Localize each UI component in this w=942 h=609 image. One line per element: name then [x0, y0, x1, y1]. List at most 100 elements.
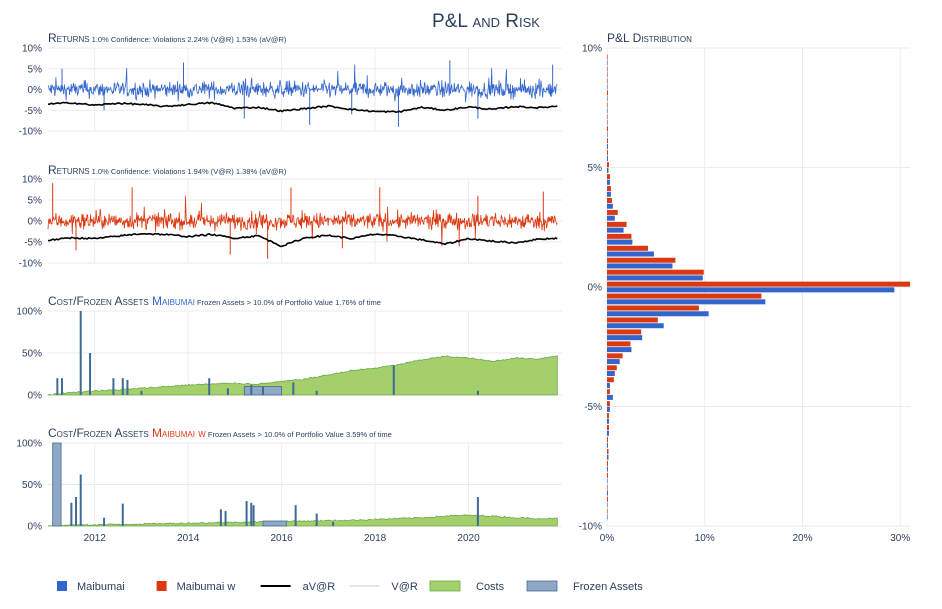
dist-bar-maibumai — [607, 299, 766, 305]
y-tick-label: -5% — [24, 106, 42, 117]
dist-bar-maibumai-w — [607, 114, 608, 120]
dist-bar-maibumai — [607, 514, 608, 520]
legend-swatch — [156, 581, 167, 591]
panel-title-sub: 1.0% Confidence: Violations 1.94% (V@R) … — [90, 167, 287, 176]
dist-bar-maibumai — [607, 406, 610, 412]
y-tick-label: 0% — [28, 217, 43, 228]
dist-y-tick-label: -5% — [584, 402, 602, 413]
frozen-assets-bar — [89, 353, 92, 395]
legend-label: aV@R — [303, 581, 336, 593]
y-tick-label: 50% — [22, 349, 42, 360]
dist-bar-maibumai-w — [607, 436, 608, 442]
dist-bar-maibumai — [607, 108, 608, 114]
frozen-assets-bar — [121, 378, 124, 395]
legend-label: Frozen Assets — [573, 581, 643, 593]
panel-title-name: Maibumai — [149, 294, 195, 308]
frozen-assets-bar — [79, 474, 82, 526]
legend-item: aV@R — [260, 581, 336, 593]
legend-label: V@R — [391, 581, 418, 593]
panel-title-main: Cost/Frozen Assets — [48, 426, 149, 440]
frozen-assets-bar — [250, 502, 253, 526]
legend-item: Frozen Assets — [526, 580, 643, 593]
dist-bar-maibumai-w — [607, 269, 704, 275]
dist-bar-maibumai — [607, 191, 611, 197]
dist-x-tick-label: 10% — [695, 533, 715, 544]
dist-x-tick-label: 20% — [792, 533, 812, 544]
legend-fill-swatch — [526, 580, 558, 592]
y-tick-label: 0% — [28, 85, 43, 96]
dist-bar-maibumai — [607, 227, 624, 233]
dist-bar-maibumai-w — [607, 305, 699, 311]
y-tick-label: 50% — [22, 480, 42, 491]
dist-bar-maibumai — [607, 311, 709, 317]
panel-cost2: Cost/Frozen Assets Maibumai w Frozen Ass… — [16, 426, 562, 544]
dist-bar-maibumai — [607, 490, 608, 496]
x-tick-label: 2020 — [457, 533, 480, 544]
legend-item: Costs — [429, 580, 505, 593]
x-tick-label: 2018 — [364, 533, 387, 544]
y-tick-label: 0% — [28, 522, 43, 533]
legend-label: Maibumai — [77, 581, 125, 593]
dist-bar-maibumai-w — [607, 186, 611, 192]
x-tick-label: 2012 — [84, 533, 107, 544]
dist-bar-maibumai-w — [607, 484, 608, 490]
dist-bar-maibumai-w — [607, 329, 642, 335]
frozen-assets-bar — [226, 388, 229, 395]
dist-bar-maibumai — [607, 287, 895, 293]
legend-label: Maibumai w — [177, 581, 236, 593]
dist-bar-maibumai — [607, 442, 608, 448]
dist-bar-maibumai — [607, 143, 608, 149]
dist-bar-maibumai — [607, 466, 608, 472]
dist-bar-maibumai — [607, 120, 608, 126]
dist-bar-maibumai — [607, 275, 703, 281]
legend-label: Costs — [476, 581, 505, 593]
frozen-assets-bar — [315, 390, 318, 395]
y-tick-label: 5% — [28, 196, 43, 207]
dist-bar-maibumai — [607, 251, 654, 257]
avar-line — [47, 232, 558, 248]
dist-bar-maibumai-w — [607, 508, 608, 514]
dist-bar-maibumai — [607, 323, 664, 329]
frozen-assets-bar — [332, 521, 335, 526]
frozen-assets-bar — [61, 378, 64, 395]
frozen-assets-bar — [250, 384, 253, 395]
dist-bar-maibumai-w — [607, 293, 762, 299]
y-tick-label: -5% — [24, 238, 42, 249]
dist-bar-maibumai — [607, 155, 608, 161]
frozen-assets-bar — [245, 501, 248, 526]
y-tick-label: 100% — [16, 307, 42, 318]
dist-bar-maibumai — [607, 263, 673, 269]
dist-bar-maibumai-w — [607, 448, 609, 454]
dist-bar-maibumai — [607, 179, 610, 185]
costs-area — [47, 355, 558, 396]
costs-area — [47, 514, 558, 527]
dist-bar-maibumai-w — [607, 413, 609, 419]
panel-title-sub: 1.0% Confidence: Violations 2.24% (V@R) … — [90, 35, 287, 44]
dist-bar-maibumai — [607, 454, 609, 460]
dist-bar-maibumai — [607, 60, 608, 66]
frozen-assets-bar — [252, 505, 255, 526]
frozen-assets-bar — [56, 378, 59, 395]
dist-y-tick-label: 5% — [588, 163, 603, 174]
frozen-assets-bar — [126, 379, 129, 395]
panel-title-main: Returns — [48, 163, 90, 177]
dist-x-tick-label: 0% — [600, 533, 615, 544]
dist-bar-maibumai-w — [607, 66, 608, 72]
frozen-assets-bar — [75, 496, 78, 526]
distribution-title: P&L Distribution — [607, 31, 692, 45]
dist-bar-maibumai-w — [607, 496, 608, 502]
dist-bar-maibumai-w — [607, 126, 608, 132]
frozen-assets-block — [262, 520, 287, 527]
x-tick-label: 2014 — [177, 533, 200, 544]
frozen-assets-bar — [70, 502, 73, 526]
dist-bar-maibumai-w — [607, 377, 614, 383]
panel-returns1: Returns 1.0% Confidence: Violations 2.24… — [19, 31, 562, 138]
dist-bar-maibumai — [607, 239, 633, 245]
frozen-assets-bar — [208, 378, 211, 395]
dist-bar-maibumai-w — [607, 54, 608, 60]
frozen-assets-bar — [392, 365, 395, 395]
frozen-assets-bar — [294, 505, 297, 526]
dist-bar-maibumai-w — [607, 90, 608, 96]
